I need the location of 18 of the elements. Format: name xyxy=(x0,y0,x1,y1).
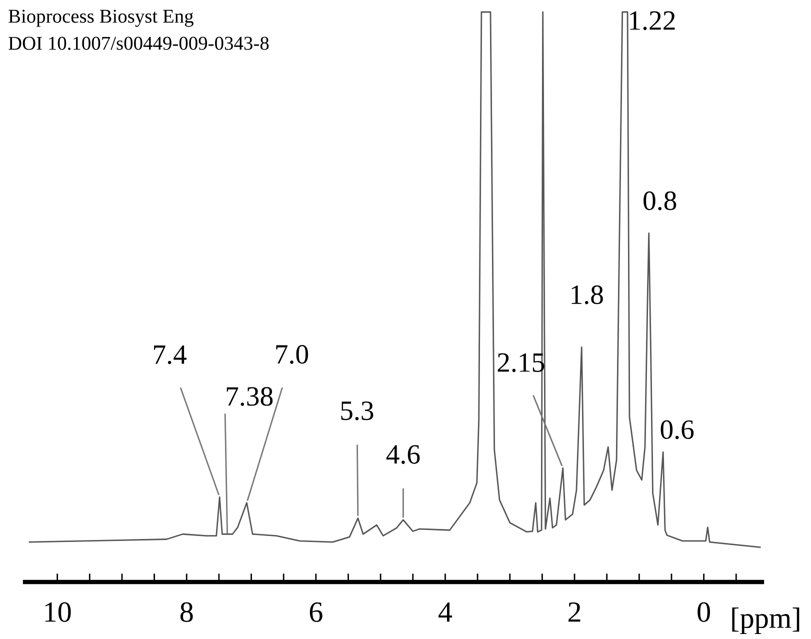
annotation: 5.3 xyxy=(341,401,374,420)
x-tick-label: 8 xyxy=(180,602,193,622)
annotation: 7.4 xyxy=(154,345,187,364)
x-axis-title: [ppm] xyxy=(732,608,800,634)
annotation: 1.22 xyxy=(630,11,675,30)
x-tick-label: 2 xyxy=(568,602,580,622)
x-tick-label: 10 xyxy=(45,602,71,622)
annotation: 7.0 xyxy=(276,344,308,364)
annotation: 1.8 xyxy=(572,285,603,304)
x-tick-label: 6 xyxy=(310,602,322,622)
annotation: 0.8 xyxy=(644,191,676,210)
annotation: 7.38 xyxy=(226,387,273,406)
x-tick-label: 4 xyxy=(438,602,452,622)
annotation: DOI 10.1007/s00449-009-0343-8 xyxy=(8,36,269,50)
annotation: 0.6 xyxy=(660,420,694,440)
annotation: 4.6 xyxy=(386,445,420,464)
annotation: Bioprocess Biosyst Eng xyxy=(8,10,194,27)
x-tick-label: 0 xyxy=(698,602,710,622)
